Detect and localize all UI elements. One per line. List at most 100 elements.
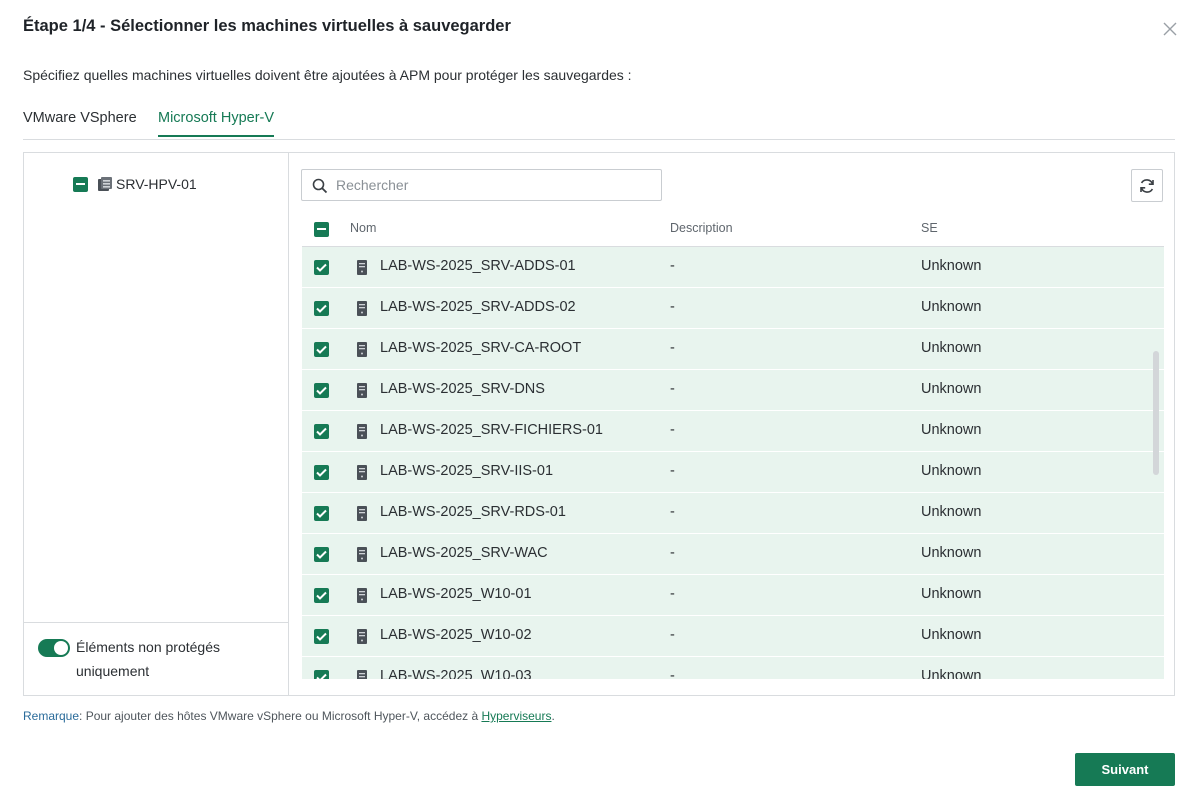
vm-name: LAB-WS-2025_W10-03 [380, 668, 532, 679]
table-row[interactable]: LAB-WS-2025_SRV-DNS - Unknown [302, 370, 1164, 411]
vm-icon [357, 465, 367, 480]
select-all-checkbox[interactable] [314, 222, 329, 237]
vm-description: - [670, 422, 675, 438]
vm-name: LAB-WS-2025_SRV-IIS-01 [380, 463, 554, 479]
vm-os: Unknown [921, 299, 982, 315]
vm-table-body: LAB-WS-2025_SRV-ADDS-01- Unknown LAB-WS-20… [302, 247, 1164, 679]
vm-description: - [670, 258, 675, 274]
unprotected-only-label: Éléments non protégés uniquement [76, 639, 220, 679]
vm-os: Unknown [921, 586, 982, 602]
tab-vmware-vsphere[interactable]: VMware VSphere [23, 110, 137, 126]
vm-icon [357, 424, 367, 439]
note-end: . [551, 709, 555, 723]
vm-os: Unknown [921, 258, 982, 274]
row-checkbox[interactable] [314, 506, 329, 521]
note: Remarque: Pour ajouter des hôtes VMware … [23, 709, 555, 723]
dialog-subtitle: Spécifiez quelles machines virtuelles do… [23, 67, 632, 83]
vm-icon [357, 342, 367, 357]
row-checkbox[interactable] [314, 547, 329, 562]
close-button[interactable] [1159, 18, 1181, 40]
server-host-icon [98, 177, 112, 191]
search-icon [312, 178, 328, 194]
column-header-os[interactable]: SE [921, 221, 938, 235]
table-scrollbar[interactable] [1153, 351, 1159, 475]
search-input[interactable] [336, 174, 656, 196]
vm-description: - [670, 463, 675, 479]
row-checkbox[interactable] [314, 260, 329, 275]
vm-description: - [670, 340, 675, 356]
close-icon [1163, 22, 1177, 36]
table-row[interactable]: LAB-WS-2025_SRV-ADDS-02 - Unknown [302, 288, 1164, 329]
table-row[interactable]: LAB-WS-2025_SRV-FICHIERS-01 - Unknown [302, 411, 1164, 452]
vm-os: Unknown [921, 545, 982, 561]
toggle-knob [54, 641, 68, 655]
vm-description: - [670, 545, 675, 561]
vm-name: LAB-WS-2025_SRV-ADDS-01 [380, 258, 576, 274]
table-row[interactable]: LAB-WS-2025_W10-03 - Unknown [302, 657, 1164, 679]
table-row[interactable]: LAB-WS-2025_SRV-ADDS-01 - Unknown [302, 247, 1164, 288]
table-row[interactable]: LAB-WS-2025_SRV-RDS-01 - Unknown [302, 493, 1164, 534]
tab-microsoft-hyper-v[interactable]: Microsoft Hyper-V [158, 110, 275, 137]
vm-os: Unknown [921, 381, 982, 397]
vm-description: - [670, 299, 675, 315]
vm-icon [357, 506, 367, 521]
row-checkbox[interactable] [314, 424, 329, 439]
vm-icon [357, 260, 367, 275]
tree-node-host[interactable]: SRV-HPV-01 [73, 176, 197, 192]
table-row[interactable]: LAB-WS-2025_W10-02 - Unknown [302, 616, 1164, 657]
note-text: : Pour ajouter des hôtes VMware vSphere … [79, 709, 482, 723]
vm-os: Unknown [921, 627, 982, 643]
filter-area: Éléments non protégés uniquement [24, 622, 288, 695]
vm-icon [357, 629, 367, 644]
row-checkbox[interactable] [314, 670, 329, 679]
vm-description: - [670, 504, 675, 520]
note-label: Remarque [23, 709, 80, 723]
table-row[interactable]: LAB-WS-2025_SRV-CA-ROOT - Unknown [302, 329, 1164, 370]
host-label: SRV-HPV-01 [116, 176, 197, 192]
vm-os: Unknown [921, 340, 982, 356]
row-checkbox[interactable] [314, 383, 329, 398]
table-row[interactable]: LAB-WS-2025_W10-01 - Unknown [302, 575, 1164, 616]
hypervisor-tabs: VMware VSphere Microsoft Hyper-V [23, 100, 1175, 140]
next-button[interactable]: Suivant [1075, 753, 1175, 786]
selection-panel: SRV-HPV-01 Éléments non protégés uniquem… [23, 152, 1175, 696]
refresh-button[interactable] [1131, 169, 1163, 202]
vm-icon [357, 670, 367, 679]
hypervisors-link[interactable]: Hyperviseurs [481, 709, 552, 723]
vm-os: Unknown [921, 463, 982, 479]
vm-icon [357, 588, 367, 603]
table-row[interactable]: LAB-WS-2025_SRV-WAC - Unknown [302, 534, 1164, 575]
vm-os: Unknown [921, 422, 982, 438]
row-checkbox[interactable] [314, 342, 329, 357]
refresh-icon [1140, 178, 1154, 193]
column-header-name[interactable]: Nom [350, 221, 377, 235]
row-checkbox[interactable] [314, 588, 329, 603]
vm-icon [357, 301, 367, 316]
vm-name: LAB-WS-2025_W10-01 [380, 586, 532, 602]
unprotected-only-toggle[interactable] [38, 639, 70, 657]
column-header-description[interactable]: Description [670, 221, 733, 235]
row-checkbox[interactable] [314, 465, 329, 480]
vm-name: LAB-WS-2025_W10-02 [380, 627, 532, 643]
vm-name: LAB-WS-2025_SRV-ADDS-02 [380, 299, 576, 315]
vm-icon [357, 383, 367, 398]
vm-name: LAB-WS-2025_SRV-CA-ROOT [380, 340, 582, 356]
table-header: Nom Description SE [302, 213, 1164, 247]
vm-description: - [670, 381, 675, 397]
vm-description: - [670, 668, 675, 679]
vm-description: - [670, 627, 675, 643]
vm-os: Unknown [921, 668, 982, 679]
vm-description: - [670, 586, 675, 602]
vm-name: LAB-WS-2025_SRV-FICHIERS-01 [380, 422, 603, 438]
row-checkbox[interactable] [314, 629, 329, 644]
vm-name: LAB-WS-2025_SRV-RDS-01 [380, 504, 566, 520]
vm-icon [357, 547, 367, 562]
search-box[interactable] [301, 169, 662, 201]
dialog-title: Étape 1/4 - Sélectionner les machines vi… [23, 17, 511, 35]
host-tree-pane: SRV-HPV-01 Éléments non protégés uniquem… [24, 153, 289, 695]
vm-os: Unknown [921, 504, 982, 520]
host-checkbox[interactable] [73, 176, 88, 192]
row-checkbox[interactable] [314, 301, 329, 316]
vm-name: LAB-WS-2025_SRV-WAC [380, 545, 548, 561]
table-row[interactable]: LAB-WS-2025_SRV-IIS-01 - Unknown [302, 452, 1164, 493]
